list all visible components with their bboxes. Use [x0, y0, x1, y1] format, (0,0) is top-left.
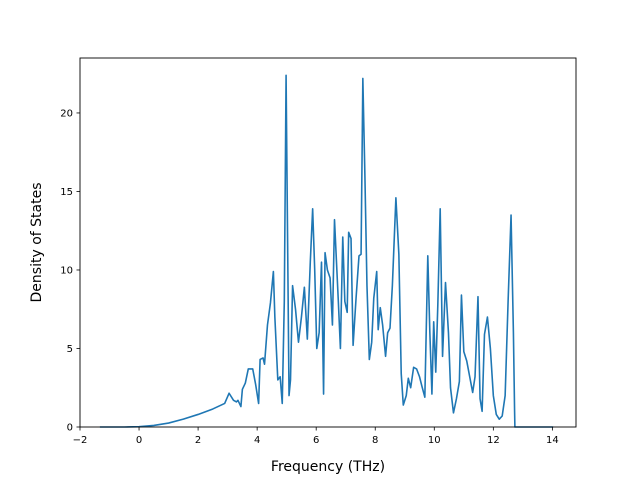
- y-tick-label: 15: [60, 187, 73, 198]
- x-tick-label: 6: [313, 435, 319, 446]
- x-tick-label: 10: [428, 435, 441, 446]
- dos-series-line: [99, 74, 554, 428]
- x-tick-label: 0: [136, 435, 142, 446]
- x-tick-label: −2: [73, 435, 88, 446]
- x-tick-label: 14: [546, 435, 559, 446]
- y-tick-label: 5: [67, 344, 73, 355]
- x-tick-label: 2: [195, 435, 201, 446]
- y-tick-label: 0: [67, 423, 73, 434]
- x-tick-label: 4: [254, 435, 260, 446]
- y-axis-label: Density of States: [29, 183, 45, 303]
- axes-frame: [79, 57, 577, 428]
- x-axis-label: Frequency (THz): [271, 459, 385, 475]
- y-tick-label: 20: [60, 108, 73, 119]
- plot-area: [99, 74, 554, 428]
- x-tick-label: 12: [487, 435, 500, 446]
- x-tick-label: 8: [372, 435, 378, 446]
- y-tick-label: 10: [60, 265, 73, 276]
